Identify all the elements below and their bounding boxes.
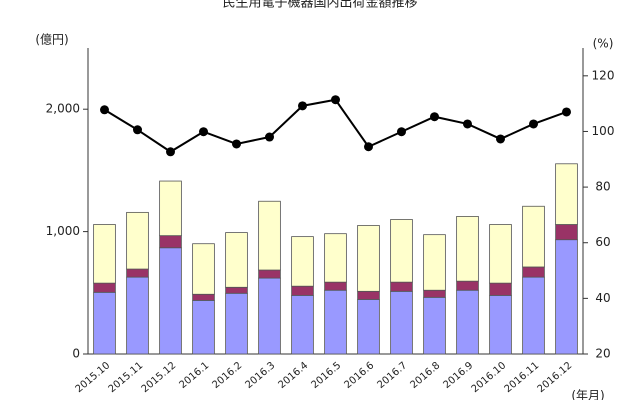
y2-tick-label: 20 — [595, 347, 610, 361]
bar-segment — [324, 233, 347, 283]
bar-segment — [390, 219, 413, 283]
bar-segment — [225, 286, 248, 294]
bar-segment — [390, 281, 413, 292]
line-marker — [199, 127, 208, 137]
bar-segment — [258, 200, 281, 271]
x-tick-label: 2016.6 — [342, 360, 376, 391]
bar-segment — [489, 294, 512, 355]
y2-tick-label: 120 — [592, 68, 615, 82]
line-marker — [265, 132, 274, 142]
bar-segment — [126, 276, 149, 355]
bar-segment — [159, 247, 182, 355]
x-tick-label: 2016.12 — [536, 360, 575, 395]
bar-segment — [225, 232, 248, 288]
line-marker — [298, 101, 307, 111]
bar-segment — [456, 289, 479, 355]
bar-segment — [357, 225, 380, 292]
x-tick-label: 2016.2 — [210, 360, 244, 391]
line-marker — [232, 139, 241, 149]
x-axis-label: (年月) — [571, 389, 604, 400]
x-tick-label: 2016.11 — [503, 360, 542, 395]
bar-segment — [258, 269, 281, 279]
y-tick-label: 2,000 — [46, 102, 80, 116]
bar-segment — [192, 293, 215, 301]
bar-segment — [423, 234, 446, 291]
bar-segment — [423, 296, 446, 355]
line-marker — [496, 134, 505, 144]
bar-segment — [93, 291, 116, 355]
bar-segment — [423, 289, 446, 298]
line-marker — [331, 95, 340, 105]
bar-segment — [291, 294, 314, 355]
bar-segment — [159, 235, 182, 249]
bar-segment — [192, 299, 215, 355]
bar-segment — [93, 282, 116, 293]
line-marker — [463, 119, 472, 129]
line — [103, 98, 567, 153]
x-tick-label: 2016.5 — [309, 360, 343, 391]
y2-tick-label: 100 — [592, 124, 615, 138]
y-tick-label: 0 — [72, 347, 80, 361]
y-tick-label: 1,000 — [46, 224, 80, 238]
bar-segment — [456, 280, 479, 291]
bar-segment — [192, 243, 215, 295]
y-axis-label: (億円) — [35, 33, 68, 47]
bar-segment — [258, 277, 281, 355]
bar-segment — [489, 224, 512, 284]
line-marker — [529, 119, 538, 129]
line-marker — [166, 147, 175, 157]
x-tick-label: 2016.10 — [470, 360, 509, 395]
x-tick-label: 2016.1 — [177, 360, 211, 391]
line-marker — [100, 105, 109, 115]
line-marker — [562, 107, 571, 117]
bar-segment — [555, 163, 578, 225]
bar-segment — [456, 216, 479, 282]
x-tick-label: 2015.12 — [140, 360, 179, 395]
x-tick-label: 2016.8 — [408, 360, 442, 391]
y2-tick-label: 40 — [595, 291, 610, 305]
line-marker — [397, 127, 406, 137]
bar-segment — [225, 292, 248, 355]
bar-segment — [126, 211, 149, 270]
y2-tick-label: 80 — [595, 180, 610, 194]
bar-segment — [489, 282, 512, 296]
bar-segment — [390, 290, 413, 355]
y2-axis-label: (%) — [593, 37, 614, 51]
x-tick-label: 2015.11 — [107, 360, 146, 395]
bar-segment — [522, 205, 545, 268]
line-marker — [133, 125, 142, 135]
bar-segment — [291, 236, 314, 287]
chart-title: 民生用電子機器国内出荷金額推移 — [222, 0, 417, 11]
bar-segment — [126, 268, 149, 278]
bar-segment — [357, 290, 380, 300]
line-marker — [364, 142, 373, 152]
bar-segment — [357, 299, 380, 355]
bar-segment — [522, 276, 545, 355]
bar-segment — [324, 281, 347, 291]
bar-segment — [291, 285, 314, 296]
line-marker — [430, 112, 439, 122]
x-tick-label: 2016.3 — [243, 360, 277, 391]
x-tick-label: 2016.4 — [276, 360, 310, 391]
bar-segment — [324, 289, 347, 355]
y2-tick-label: 60 — [595, 235, 610, 249]
bar-segment — [555, 239, 578, 355]
bar-segment — [555, 224, 578, 241]
bar-segment — [159, 180, 182, 237]
bar-segment — [93, 224, 116, 284]
x-tick-label: 2015.10 — [74, 360, 113, 395]
x-tick-label: 2016.7 — [375, 360, 409, 391]
bar-segment — [522, 266, 545, 278]
